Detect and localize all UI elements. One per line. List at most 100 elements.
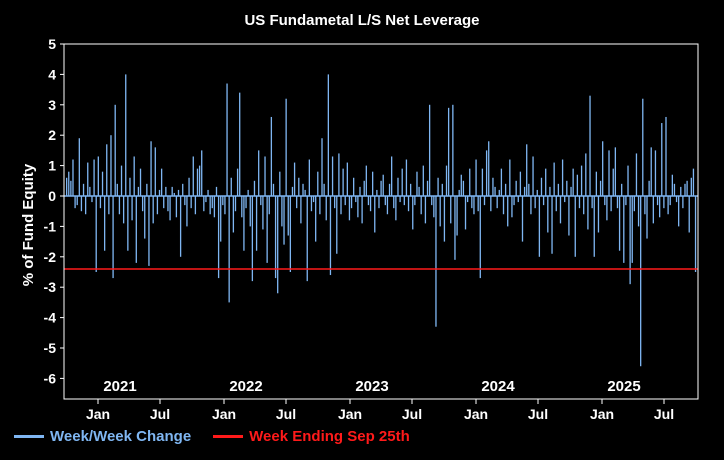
- legend-label-series: Week/Week Change: [50, 428, 192, 445]
- bar: [504, 183, 507, 196]
- bar: [439, 196, 441, 227]
- bar: [464, 196, 467, 230]
- y-tick-label: -4: [44, 310, 57, 326]
- bar: [688, 196, 690, 233]
- bar: [217, 196, 220, 279]
- bar: [378, 196, 380, 209]
- bar: [70, 180, 72, 196]
- bar: [656, 196, 659, 206]
- bar: [89, 186, 91, 196]
- bar: [572, 168, 574, 196]
- bar: [317, 171, 319, 196]
- bar: [334, 196, 336, 209]
- bar: [466, 196, 469, 203]
- bar: [409, 183, 412, 196]
- bar: [213, 196, 216, 218]
- bar: [407, 196, 410, 212]
- bar: [192, 156, 194, 196]
- bar: [642, 98, 644, 196]
- bar: [532, 156, 534, 196]
- bar: [458, 189, 460, 196]
- x-year-label: 2025: [607, 378, 640, 395]
- bar: [386, 196, 389, 215]
- bar: [355, 196, 357, 203]
- bar: [403, 196, 405, 206]
- bar: [437, 177, 439, 196]
- x-year-label: 2021: [103, 378, 136, 395]
- bar: [690, 177, 692, 196]
- bar: [426, 180, 429, 196]
- bar: [336, 196, 338, 254]
- bar: [608, 150, 610, 196]
- bar: [492, 177, 494, 196]
- bar: [285, 98, 287, 196]
- bar: [277, 196, 279, 294]
- bar: [667, 196, 669, 215]
- bar: [190, 196, 192, 209]
- bar: [95, 196, 97, 272]
- bar: [308, 159, 310, 196]
- bar: [310, 196, 313, 212]
- bar: [348, 196, 351, 221]
- bar: [110, 135, 112, 196]
- bar: [654, 150, 657, 196]
- bar: [279, 171, 281, 196]
- x-month-label: Jul: [150, 406, 170, 422]
- bar: [323, 183, 325, 196]
- bar: [173, 192, 175, 196]
- bar: [686, 180, 688, 196]
- y-axis-label: % of Fund Equity: [20, 163, 37, 286]
- bar: [298, 177, 300, 196]
- bar: [129, 177, 131, 196]
- y-tick-label: -1: [44, 218, 57, 234]
- bar: [264, 156, 266, 196]
- bar: [460, 174, 462, 196]
- legend-item-series: Week/Week Change: [14, 428, 191, 445]
- bar: [272, 183, 275, 196]
- y-axis-ticks: 5 4 3 2 1 0 -1 -2 -3 -4 -5 -6: [44, 36, 64, 386]
- bar: [443, 196, 446, 242]
- bar: [399, 196, 401, 203]
- bar: [154, 147, 156, 196]
- chart-title: US Fundametal L/S Net Leverage: [244, 12, 479, 29]
- bar: [549, 186, 551, 196]
- x-month-label: Jan: [212, 406, 236, 422]
- bar: [678, 196, 680, 227]
- bar: [139, 168, 142, 196]
- bar: [665, 116, 667, 196]
- bar: [340, 196, 342, 215]
- bar: [578, 196, 581, 209]
- bar: [424, 196, 427, 224]
- bar: [99, 196, 102, 209]
- bar: [433, 196, 435, 218]
- bar: [509, 159, 511, 196]
- bar: [315, 196, 317, 242]
- bar: [350, 196, 353, 209]
- bar: [106, 144, 108, 196]
- bar: [576, 174, 579, 196]
- bar: [650, 147, 652, 196]
- bar: [160, 168, 163, 196]
- bar: [591, 196, 593, 209]
- bar: [91, 196, 93, 203]
- bar: [640, 196, 642, 367]
- bar: [420, 196, 422, 215]
- bar: [646, 196, 648, 239]
- bar: [141, 196, 144, 212]
- bar: [485, 150, 488, 196]
- bar: [659, 196, 661, 218]
- bar: [454, 196, 456, 260]
- bar: [165, 186, 167, 196]
- bar: [513, 196, 515, 206]
- bar: [644, 196, 646, 215]
- bar: [621, 183, 623, 196]
- legend-swatch-reference: [213, 435, 244, 438]
- bar: [374, 196, 376, 233]
- bar: [224, 196, 226, 215]
- bar: [260, 196, 262, 206]
- bar: [684, 183, 686, 196]
- bar: [207, 189, 209, 196]
- bar: [585, 153, 587, 196]
- bar: [574, 196, 576, 257]
